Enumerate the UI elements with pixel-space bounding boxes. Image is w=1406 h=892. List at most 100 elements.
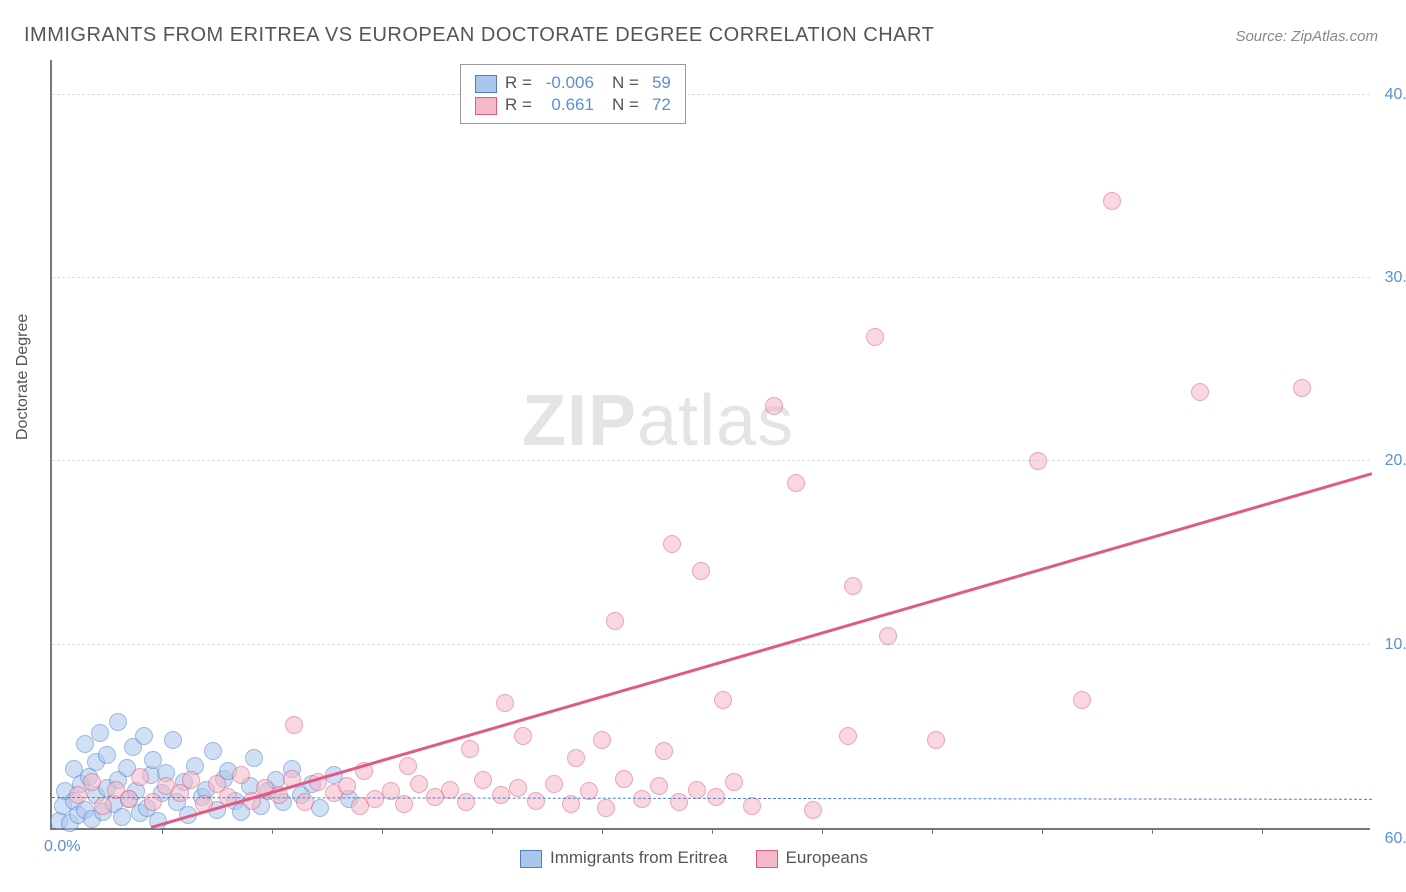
watermark: ZIPatlas	[522, 380, 794, 462]
data-point	[109, 713, 127, 731]
x-tick	[1262, 828, 1263, 834]
data-point	[164, 731, 182, 749]
x-tick	[602, 828, 603, 834]
data-point	[120, 790, 138, 808]
data-point	[597, 799, 615, 817]
data-point	[663, 535, 681, 553]
data-point	[593, 731, 611, 749]
x-tick	[1152, 828, 1153, 834]
data-point	[844, 577, 862, 595]
data-point	[787, 474, 805, 492]
data-point	[514, 727, 532, 745]
x-origin-label: 0.0%	[44, 838, 80, 856]
x-tick	[932, 828, 933, 834]
data-point	[131, 768, 149, 786]
data-point	[567, 749, 585, 767]
data-point	[311, 799, 329, 817]
data-point	[839, 727, 857, 745]
legend-swatch	[475, 75, 497, 93]
x-tick	[822, 828, 823, 834]
data-point	[113, 808, 131, 826]
x-tick	[272, 828, 273, 834]
legend-n-label: N =	[612, 73, 639, 92]
data-point	[1293, 379, 1311, 397]
data-point	[725, 773, 743, 791]
data-point	[83, 773, 101, 791]
legend-r-label: R =	[505, 95, 532, 114]
data-point	[135, 727, 153, 745]
legend-label: Europeans	[786, 848, 868, 867]
legend-swatch	[520, 850, 542, 868]
data-point	[410, 775, 428, 793]
data-point	[688, 781, 706, 799]
legend-series: Immigrants from Eritrea Europeans	[520, 848, 868, 868]
data-point	[492, 786, 510, 804]
legend-r-value: -0.006	[536, 73, 594, 93]
legend-correlation: R =-0.006 N =59 R =0.661 N =72	[460, 64, 686, 124]
data-point	[650, 777, 668, 795]
data-point	[927, 731, 945, 749]
data-point	[441, 781, 459, 799]
data-point	[94, 797, 112, 815]
x-max-label: 60.0%	[1385, 830, 1406, 848]
data-point	[496, 694, 514, 712]
data-point	[615, 770, 633, 788]
data-point	[457, 793, 475, 811]
data-point	[1073, 691, 1091, 709]
y-tick-label: 10.0%	[1375, 636, 1406, 654]
data-point	[98, 746, 116, 764]
gridline	[52, 644, 1370, 645]
data-point	[545, 775, 563, 793]
data-point	[76, 735, 94, 753]
legend-n-label: N =	[612, 95, 639, 114]
legend-label: Immigrants from Eritrea	[550, 848, 728, 867]
data-point	[91, 724, 109, 742]
data-point	[707, 788, 725, 806]
data-point	[670, 793, 688, 811]
legend-row: R =0.661 N =72	[475, 95, 671, 115]
data-point	[866, 328, 884, 346]
x-tick	[1042, 828, 1043, 834]
data-point	[204, 742, 222, 760]
y-axis-label: Doctorate Degree	[14, 314, 32, 440]
data-point	[245, 749, 263, 767]
legend-n-value: 72	[643, 95, 671, 115]
legend-item: Europeans	[756, 848, 868, 868]
source-attribution: Source: ZipAtlas.com	[1235, 28, 1378, 45]
y-tick-label: 30.0%	[1375, 269, 1406, 287]
x-tick	[382, 828, 383, 834]
chart-container: IMMIGRANTS FROM ERITREA VS EUROPEAN DOCT…	[0, 0, 1406, 892]
data-point	[714, 691, 732, 709]
data-point	[765, 397, 783, 415]
legend-n-value: 59	[643, 73, 671, 93]
data-point	[1191, 383, 1209, 401]
legend-r-value: 0.661	[536, 95, 594, 115]
data-point	[509, 779, 527, 797]
data-point	[285, 716, 303, 734]
data-point	[338, 777, 356, 795]
x-tick	[712, 828, 713, 834]
plot-area: ZIPatlas 10.0%20.0%30.0%40.0%0.0%60.0%	[50, 60, 1370, 830]
data-point	[692, 562, 710, 580]
data-point	[182, 771, 200, 789]
legend-r-label: R =	[505, 73, 532, 92]
data-point	[606, 612, 624, 630]
data-point	[527, 792, 545, 810]
gridline	[52, 460, 1370, 461]
data-point	[1103, 192, 1121, 210]
data-point	[655, 742, 673, 760]
data-point	[296, 793, 314, 811]
data-point	[879, 627, 897, 645]
data-point	[461, 740, 479, 758]
data-point	[144, 793, 162, 811]
x-tick	[162, 828, 163, 834]
data-point	[743, 797, 761, 815]
y-tick-label: 40.0%	[1375, 86, 1406, 104]
data-point	[232, 766, 250, 784]
data-point	[399, 757, 417, 775]
legend-row: R =-0.006 N =59	[475, 73, 671, 93]
data-point	[1029, 452, 1047, 470]
gridline	[52, 277, 1370, 278]
legend-swatch	[475, 97, 497, 115]
chart-title: IMMIGRANTS FROM ERITREA VS EUROPEAN DOCT…	[24, 24, 934, 47]
